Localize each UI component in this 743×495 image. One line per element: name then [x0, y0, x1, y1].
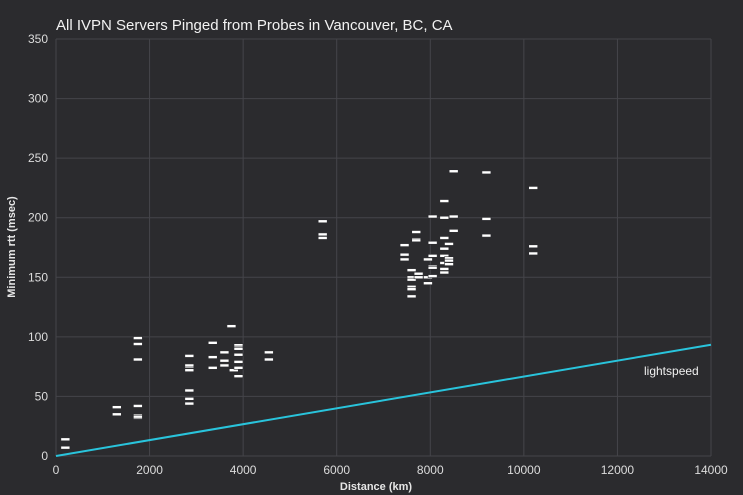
- x-tick-label: 0: [53, 463, 60, 477]
- data-point: [233, 374, 244, 378]
- data-point: [411, 238, 422, 243]
- data-point: [413, 275, 424, 280]
- data-point: [112, 412, 122, 417]
- data-point: [60, 445, 71, 450]
- data-point: [233, 366, 244, 370]
- data-point: [481, 217, 492, 221]
- data-point: [406, 268, 417, 272]
- x-tick-label: 2000: [136, 463, 163, 477]
- x-tick-label: 14000: [694, 463, 728, 477]
- data-point: [423, 281, 433, 286]
- x-tick-label: 10000: [507, 463, 541, 477]
- data-point: [219, 350, 230, 355]
- data-point: [439, 267, 450, 271]
- data-point: [133, 342, 143, 346]
- data-point: [444, 262, 454, 266]
- data-point: [427, 274, 438, 278]
- y-tick-label: 100: [28, 330, 48, 344]
- x-tick-label: 6000: [323, 463, 350, 477]
- data-point: [184, 401, 195, 406]
- y-tick-label: 200: [28, 211, 48, 225]
- data-point: [233, 346, 244, 351]
- data-point: [427, 240, 438, 245]
- data-point: [184, 388, 195, 393]
- x-axis-label: Distance (km): [340, 481, 412, 493]
- data-point: [439, 270, 450, 275]
- data-point: [413, 271, 424, 276]
- gridlines: [55, 38, 712, 457]
- data-point: [444, 258, 454, 263]
- data-point: [133, 336, 143, 340]
- data-point: [264, 357, 274, 362]
- y-tick-label: 50: [35, 389, 49, 403]
- x-axis-ticks: 0 2000 4000 6000 8000 10000 12000 14000: [53, 463, 728, 477]
- data-point: [406, 294, 417, 299]
- data-point: [427, 265, 438, 270]
- y-tick-label: 300: [28, 92, 48, 106]
- data-point: [481, 233, 492, 238]
- data-point: [427, 254, 438, 258]
- data-point: [264, 350, 274, 355]
- data-point: [184, 354, 195, 358]
- data-point: [133, 414, 143, 419]
- x-tick-label: 12000: [601, 463, 635, 477]
- data-point: [219, 358, 230, 363]
- data-point: [448, 214, 459, 219]
- lightspeed-line: [55, 343, 712, 457]
- data-point: [528, 251, 539, 256]
- x-tick-label: 4000: [230, 463, 257, 477]
- data-point: [233, 360, 244, 364]
- data-point: [317, 219, 328, 224]
- data-points: [60, 169, 539, 450]
- x-tick-label: 8000: [417, 463, 444, 477]
- chart-title: All IVPN Servers Pinged from Probes in V…: [56, 17, 453, 34]
- data-point: [528, 186, 539, 190]
- y-tick-label: 150: [28, 270, 48, 284]
- data-point: [439, 215, 450, 220]
- data-point: [184, 363, 195, 368]
- data-point: [406, 287, 417, 292]
- data-point: [317, 236, 328, 240]
- data-point: [528, 244, 539, 249]
- data-point: [233, 352, 244, 357]
- data-point: [133, 404, 143, 408]
- data-point: [207, 366, 218, 370]
- data-point: [133, 357, 143, 362]
- data-point: [444, 242, 454, 246]
- y-axis-ticks: 0 50 100 150 200 250 300 350: [28, 32, 48, 463]
- y-tick-label: 350: [28, 32, 48, 46]
- data-point: [448, 229, 459, 233]
- data-point: [399, 252, 410, 257]
- data-point: [399, 243, 410, 247]
- y-axis-label: Minimum rtt (msec): [6, 196, 18, 298]
- data-point: [439, 236, 450, 240]
- data-point: [448, 169, 459, 174]
- data-point: [184, 368, 195, 373]
- data-point: [112, 405, 122, 409]
- data-point: [226, 324, 237, 328]
- data-point: [439, 246, 450, 251]
- lightspeed-annotation: lightspeed: [644, 364, 699, 378]
- data-point: [317, 232, 328, 237]
- lightspeed-line-layer: [55, 343, 712, 457]
- data-point: [427, 214, 438, 219]
- y-tick-label: 0: [41, 449, 48, 463]
- y-tick-label: 250: [28, 151, 48, 165]
- data-point: [219, 363, 230, 368]
- data-point: [439, 199, 450, 203]
- data-point: [411, 230, 422, 234]
- data-point: [423, 257, 433, 262]
- data-point: [399, 257, 410, 262]
- data-point: [60, 437, 71, 442]
- data-point: [207, 341, 218, 345]
- data-point: [481, 170, 492, 175]
- data-point: [207, 355, 218, 359]
- data-point: [406, 277, 417, 282]
- data-point: [184, 397, 195, 401]
